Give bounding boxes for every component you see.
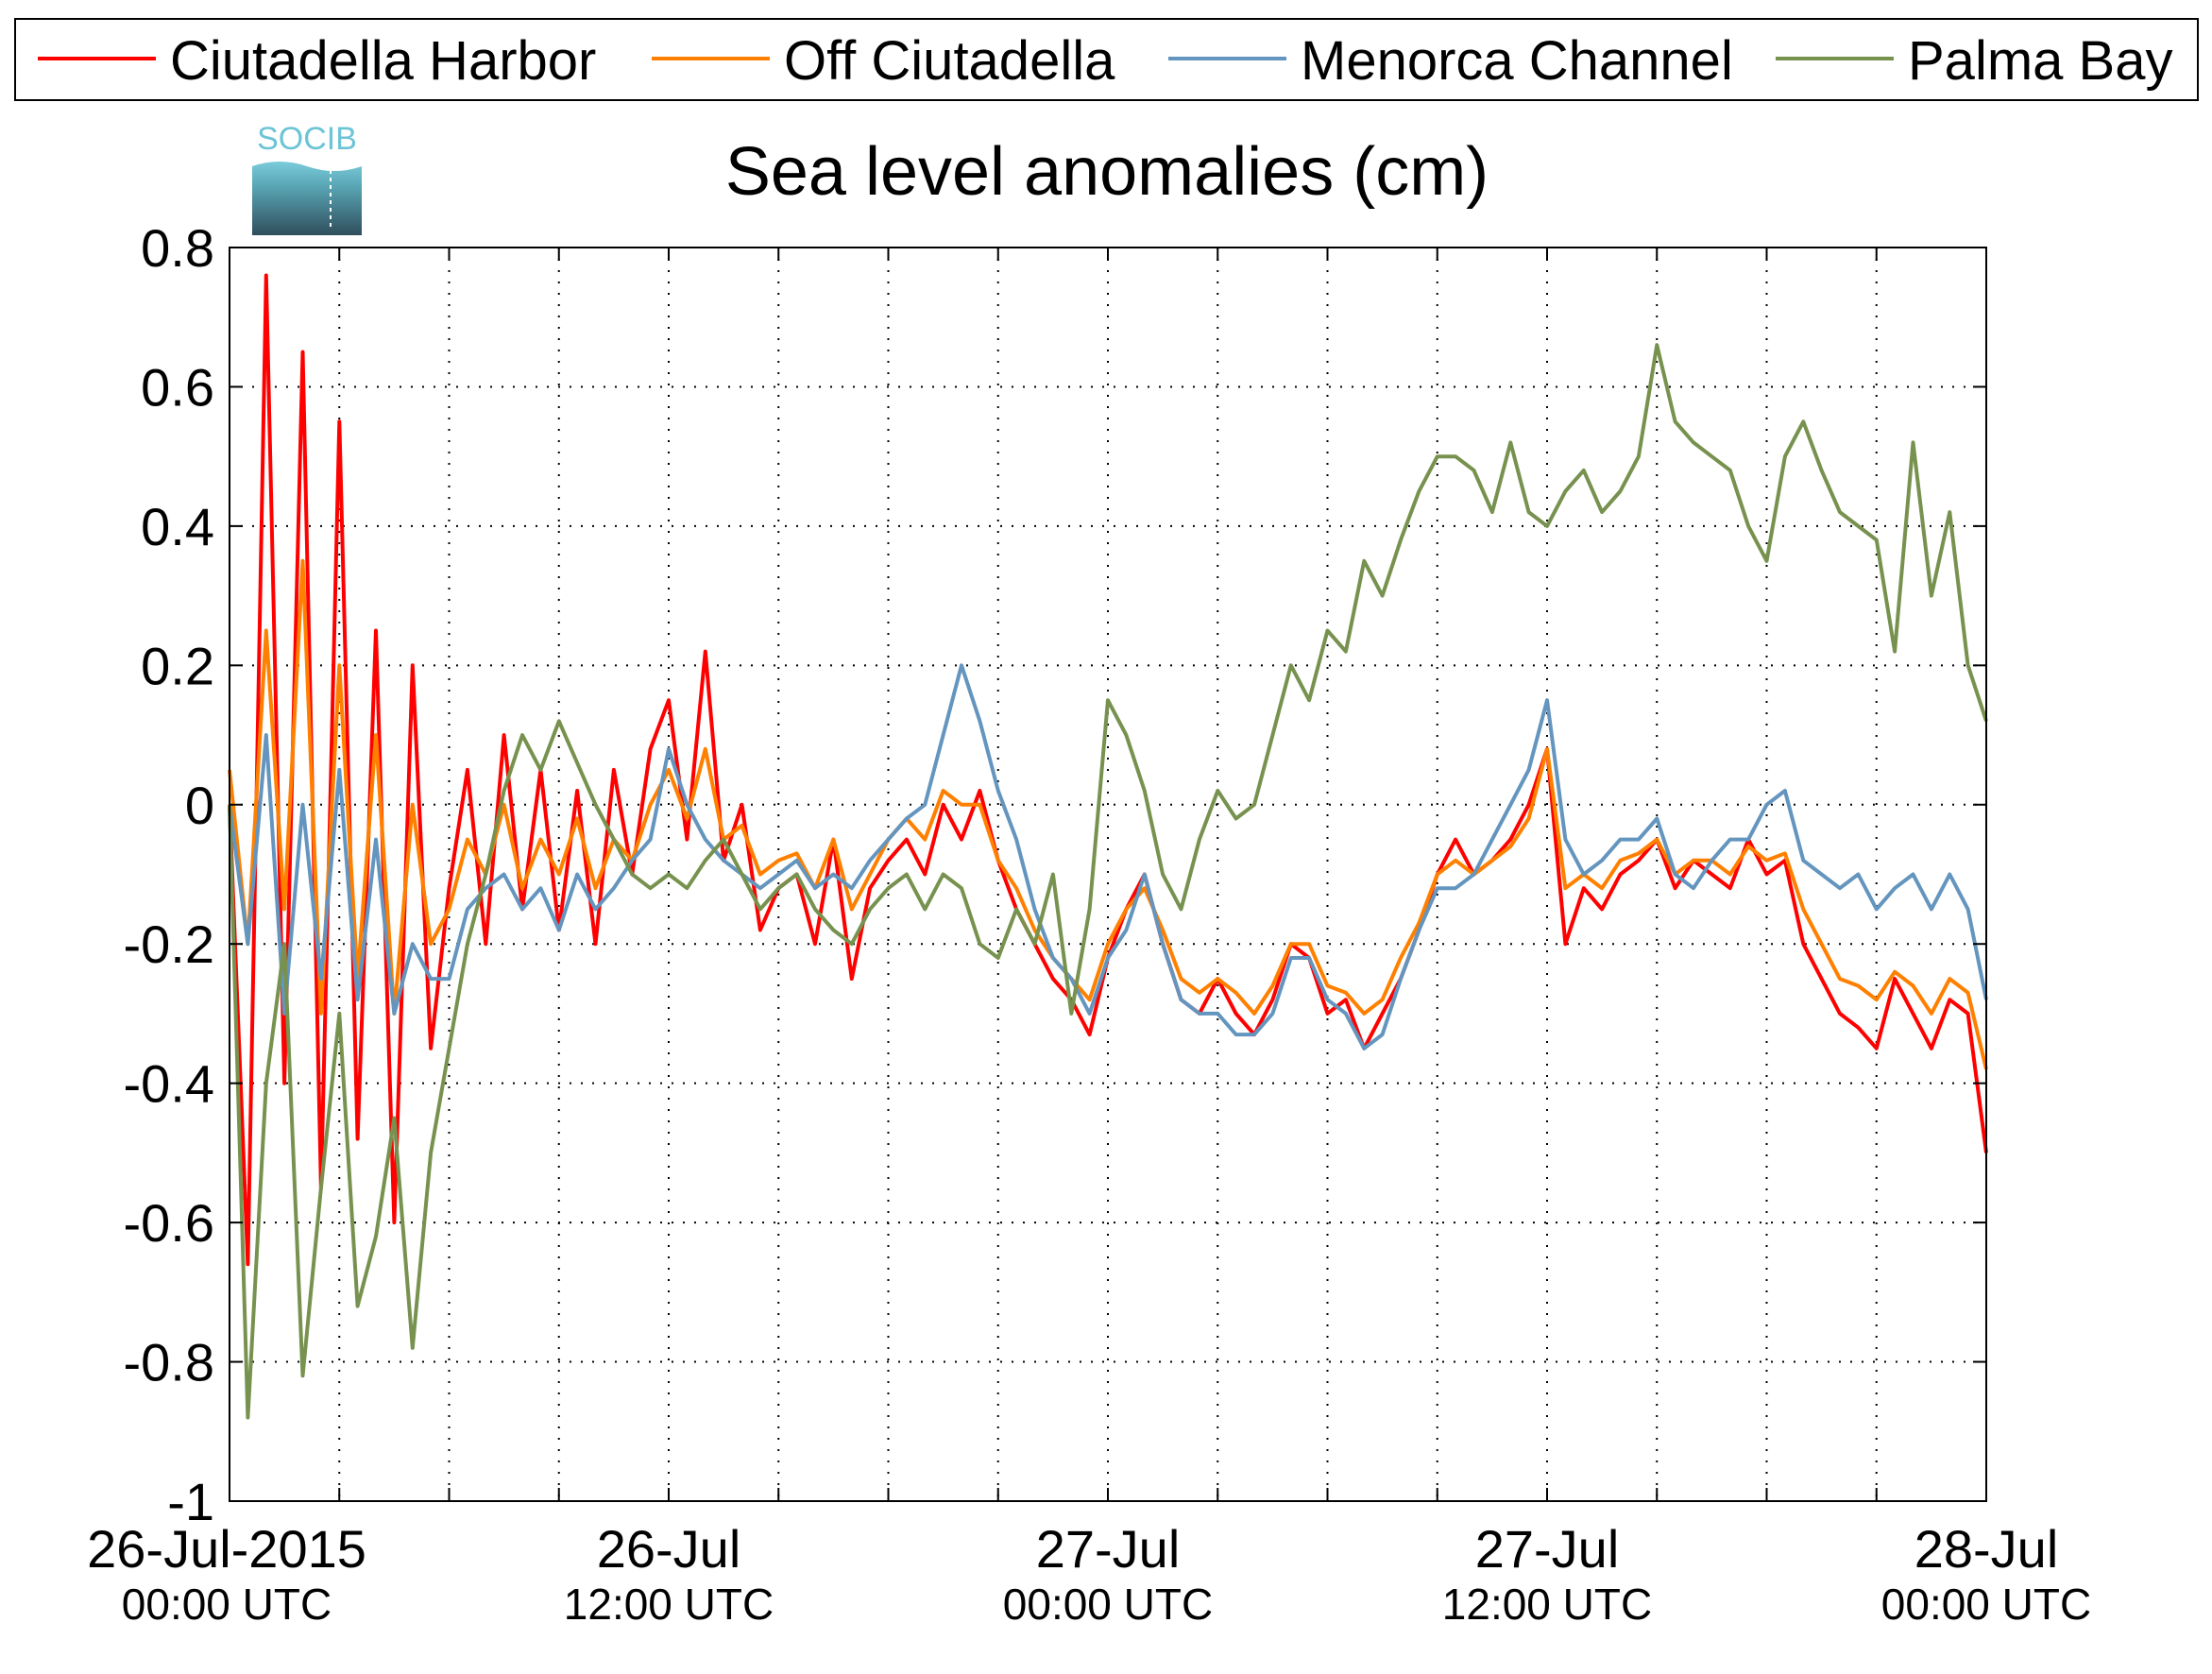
y-tick-label-7: 0.4 [141,497,214,556]
x-tick-label-time-0: 00:00 UTC [122,1580,332,1629]
legend-label-palma-bay: Palma Bay [1908,30,2172,92]
legend-label-ciutadella-harbor: Ciutadella Harbor [170,30,596,92]
y-tick-label-2: -0.6 [124,1193,215,1253]
series-line-menorca-channel [228,663,1988,1051]
x-tick-label-time-1: 12:00 UTC [564,1580,774,1629]
socib-logo: SOCIB [252,121,362,235]
x-tick-label-time-3: 12:00 UTC [1442,1580,1652,1629]
grid-lines [230,248,1986,1501]
series-lines [228,273,1988,1420]
legend-label-off-ciutadella: Off Ciutadella [784,30,1115,92]
logo-wave-crest [252,159,362,171]
y-tick-label-1: -0.8 [124,1333,215,1392]
x-tick-label-date-1: 26-Jul [597,1519,741,1579]
plot-frame [229,247,1987,1502]
y-tick-label-5: 0 [185,776,214,835]
y-tick-label-4: -0.2 [124,914,215,974]
plot-area [228,247,1988,1502]
series-line-off-ciutadella [228,558,1988,1070]
y-tick-label-0: -1 [167,1472,214,1531]
x-tick-label-date-0: 26-Jul-2015 [87,1519,366,1579]
x-tick-label-time-4: 00:00 UTC [1881,1580,2091,1629]
legend-items: Ciutadella Harbor Off Ciutadella Menorca C… [38,30,2172,92]
legend: Ciutadella Harbor Off Ciutadella Menorca C… [14,18,2199,101]
x-tick-label-date-2: 27-Jul [1036,1519,1181,1579]
logo-wave-block [252,159,362,235]
y-tick-label-6: 0.2 [141,636,214,695]
chart-title: Sea level anomalies (cm) [725,134,1489,210]
y-tick-label-9: 0.8 [141,218,214,278]
legend-label-menorca-channel: Menorca Channel [1301,30,1733,92]
y-tick-labels: -1 -0.8 -0.6 -0.4 -0.2 0 0.2 0.4 0.6 0.8 [124,218,215,1531]
x-tick-label-date-4: 28-Jul [1914,1519,2059,1579]
x-tick-label-time-2: 00:00 UTC [1003,1580,1213,1629]
x-tick-label-date-3: 27-Jul [1475,1519,1620,1579]
y-tick-label-8: 0.6 [141,357,214,417]
series-line-palma-bay [228,343,1988,1420]
y-tick-label-3: -0.4 [124,1054,215,1114]
logo-text: SOCIB [257,121,357,157]
